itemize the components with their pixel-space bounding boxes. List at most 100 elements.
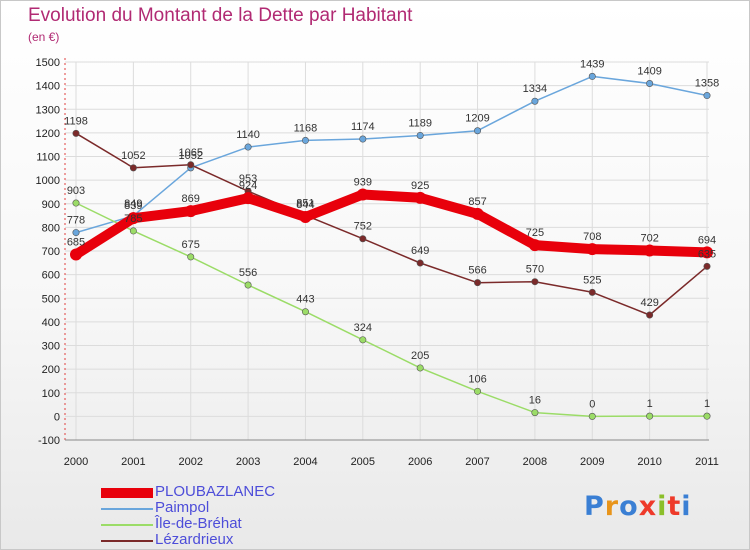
- data-label: 685: [67, 237, 85, 249]
- data-point: [72, 129, 80, 137]
- data-label: 1209: [465, 113, 489, 125]
- data-label: 443: [296, 294, 314, 306]
- data-label: 1189: [408, 117, 432, 129]
- y-tick-label: 1500: [36, 57, 60, 69]
- data-label: 1439: [580, 58, 604, 70]
- y-tick-label: 0: [54, 411, 60, 423]
- y-tick-label: 900: [42, 199, 60, 211]
- chart-unit-label: (en €): [28, 30, 60, 44]
- data-point: [531, 278, 539, 286]
- legend-swatch-lezardrieux: [101, 540, 153, 542]
- y-tick-label: 400: [42, 317, 60, 329]
- data-point: [242, 192, 255, 205]
- data-point: [184, 205, 197, 218]
- data-point: [301, 136, 309, 144]
- legend-label-ploubazlanec: PLOUBAZLANEC: [155, 483, 276, 500]
- data-label: 570: [526, 264, 544, 276]
- data-point: [359, 135, 367, 143]
- data-point: [646, 311, 654, 319]
- data-label: 1358: [695, 78, 719, 90]
- data-label: 1: [647, 398, 653, 410]
- x-tick-label: 2005: [351, 456, 375, 468]
- data-label: 903: [67, 185, 85, 197]
- series-line-2: [75, 202, 708, 418]
- data-label: 694: [698, 234, 716, 246]
- proxiti-logo: Proxiti: [584, 491, 692, 522]
- data-point: [72, 229, 80, 237]
- x-tick-label: 2003: [236, 456, 260, 468]
- data-label: 106: [468, 373, 486, 385]
- series-line-1: [75, 75, 708, 234]
- y-tick-label: -100: [38, 435, 60, 447]
- data-point: [531, 409, 539, 417]
- y-tick-label: 800: [42, 222, 60, 234]
- y-tick-label: 1100: [36, 152, 60, 164]
- data-point: [588, 412, 596, 420]
- data-point: [528, 239, 541, 252]
- data-label: 635: [698, 248, 716, 260]
- data-point: [359, 235, 367, 243]
- y-tick-label: 700: [42, 246, 60, 258]
- data-point: [244, 143, 252, 151]
- data-point: [127, 212, 140, 225]
- logo-letter: o: [619, 491, 639, 522]
- data-label: 1: [704, 398, 710, 410]
- data-point: [703, 92, 711, 100]
- logo-letter: r: [604, 491, 620, 522]
- x-tick-label: 2001: [121, 456, 145, 468]
- data-label: 752: [354, 221, 372, 233]
- data-point: [646, 79, 654, 87]
- series-lines: [71, 75, 712, 418]
- data-label: 702: [640, 233, 658, 245]
- data-point: [416, 131, 424, 139]
- data-point: [703, 262, 711, 270]
- data-point: [703, 412, 711, 420]
- data-label: 556: [239, 267, 257, 279]
- data-label: 844: [296, 199, 314, 211]
- data-label: 849: [124, 198, 142, 210]
- y-tick-label: 500: [42, 293, 60, 305]
- y-tick-label: 1300: [36, 104, 60, 116]
- data-point: [643, 244, 656, 257]
- data-label: 1065: [178, 147, 202, 159]
- data-point: [301, 308, 309, 316]
- data-label: 675: [182, 239, 200, 251]
- data-point: [474, 387, 482, 395]
- data-label: 525: [583, 274, 601, 286]
- data-point: [359, 336, 367, 344]
- x-tick-label: 2009: [580, 456, 604, 468]
- data-point: [474, 279, 482, 287]
- data-label: 953: [239, 173, 257, 185]
- data-point: [701, 246, 713, 259]
- y-tick-label: 1400: [36, 81, 60, 93]
- data-point: [356, 188, 369, 201]
- data-label: 939: [354, 177, 372, 189]
- data-point: [187, 161, 195, 169]
- data-point: [531, 97, 539, 105]
- data-label: 851: [296, 197, 314, 209]
- data-point: [414, 191, 427, 204]
- data-label: 324: [354, 322, 372, 334]
- data-label: 205: [411, 350, 429, 362]
- data-points: [70, 72, 713, 420]
- axes: -100 0 100 200 300 400 500 600 700 800 900 1000 1100…: [36, 57, 719, 468]
- y-tick-label: 1000: [36, 175, 60, 187]
- data-point: [646, 412, 654, 420]
- data-label: 1334: [523, 83, 547, 95]
- data-point: [586, 243, 599, 256]
- x-tick-label: 2000: [64, 456, 88, 468]
- data-label: 0: [589, 398, 595, 410]
- x-tick-label: 2004: [293, 456, 317, 468]
- data-point: [187, 253, 195, 261]
- series-line-0: [71, 189, 712, 260]
- data-label: 1052: [178, 150, 202, 162]
- data-point: [129, 227, 137, 235]
- y-tick-label: 200: [42, 364, 60, 376]
- data-point: [474, 127, 482, 135]
- data-point: [588, 288, 596, 296]
- data-point: [588, 72, 596, 80]
- data-label: 857: [468, 196, 486, 208]
- data-point: [416, 259, 424, 267]
